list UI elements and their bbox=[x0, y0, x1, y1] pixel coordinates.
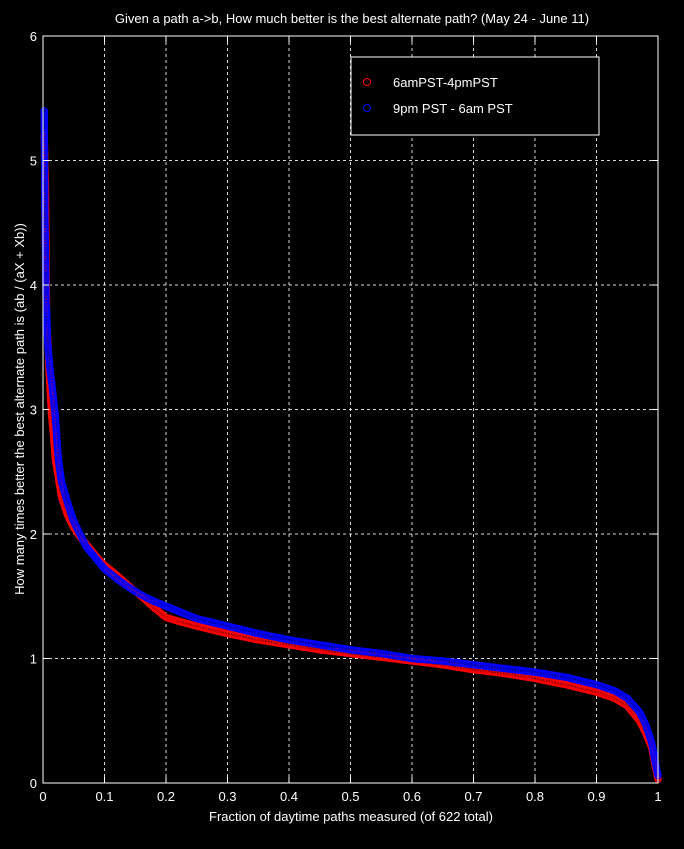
x-axis-label: Fraction of daytime paths measured (of 6… bbox=[209, 809, 493, 824]
x-tick-label: 0.8 bbox=[526, 789, 544, 804]
y-tick-label: 0 bbox=[30, 776, 37, 791]
x-tick-label: 1 bbox=[654, 789, 661, 804]
x-tick-label: 0.5 bbox=[341, 789, 359, 804]
x-tick-label: 0.1 bbox=[95, 789, 113, 804]
y-tick-label: 1 bbox=[30, 652, 37, 667]
legend-label-blue: 9pm PST - 6am PST bbox=[393, 101, 513, 116]
y-tick-label: 5 bbox=[30, 154, 37, 169]
legend: 6amPST-4pmPST 9pm PST - 6am PST bbox=[350, 56, 600, 136]
y-axis-label: How many times better the best alternate… bbox=[12, 223, 27, 595]
x-tick-label: 0.3 bbox=[218, 789, 236, 804]
y-tick-label: 4 bbox=[30, 278, 37, 293]
x-tick-label: 0 bbox=[39, 789, 46, 804]
x-tick-label: 0.6 bbox=[403, 789, 421, 804]
grid-layer bbox=[43, 36, 658, 783]
chart-title: Given a path a->b, How much better is th… bbox=[115, 11, 589, 26]
x-tick-label: 0.9 bbox=[587, 789, 605, 804]
x-tick-label: 0.2 bbox=[157, 789, 175, 804]
y-tick-label: 3 bbox=[30, 403, 37, 418]
ticks-layer: 0 0.1 0.2 0.3 0.4 0.5 0.6 0.7 0.8 0.9 1 0 1 2 3 4 5 6 bbox=[30, 29, 662, 804]
y-tick-label: 6 bbox=[30, 29, 37, 44]
series-nighttime bbox=[40, 107, 662, 780]
legend-box bbox=[350, 56, 600, 136]
y-tick-label: 2 bbox=[30, 527, 37, 542]
legend-marker-red bbox=[363, 78, 371, 86]
x-tick-label: 0.7 bbox=[464, 789, 482, 804]
x-tick-label: 0.4 bbox=[280, 789, 298, 804]
legend-label-red: 6amPST-4pmPST bbox=[393, 75, 498, 90]
legend-marker-blue bbox=[363, 104, 371, 112]
